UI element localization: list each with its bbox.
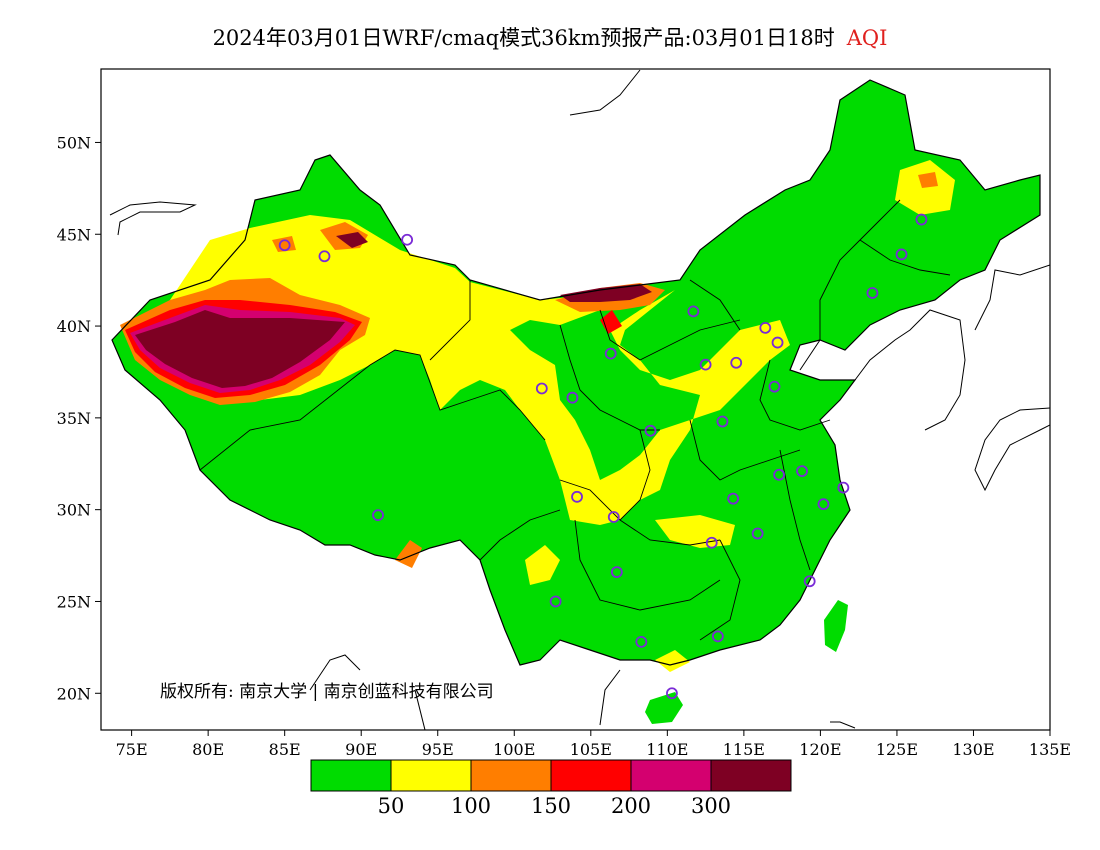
station-marker [796, 465, 808, 478]
y-tick-label: 35N [57, 409, 91, 428]
x-tick-label: 130E [952, 740, 994, 759]
station-marker [773, 468, 785, 481]
x-tick-label: 100E [493, 740, 535, 759]
station-marker [607, 511, 620, 523]
y-axis: 50N 45N 40N 35N 30N 25N 20N [57, 133, 101, 703]
title-text: 2024年03月01日WRF/cmaq模式36km预报产品:03月01日18时 [212, 26, 835, 50]
station-marker [727, 492, 740, 505]
aqi-legend: 50 100 150 200 300 [310, 759, 792, 818]
aqi-hazardous-taklimakan [135, 310, 345, 388]
station-marker [817, 498, 830, 511]
station-marker [401, 233, 414, 246]
station-marker [711, 630, 724, 643]
station-marker [535, 382, 548, 395]
china-outline [111, 79, 1041, 666]
x-tick-label: 105E [570, 740, 612, 759]
hainan-island [645, 692, 683, 724]
x-tick-label: 75E [116, 740, 148, 759]
province-borders [199, 199, 951, 641]
aqi-hazardous-northwest-a [336, 232, 368, 248]
station-marker [318, 250, 331, 263]
station-marker [571, 490, 583, 503]
aqi-unhealthy-sensitive-northwest-b [272, 236, 296, 252]
x-tick-label: 90E [345, 740, 377, 759]
legend-swatch [710, 759, 792, 792]
legend-label: 300 [691, 794, 731, 818]
map-title: 2024年03月01日WRF/cmaq模式36km预报产品:03月01日18时 A… [0, 22, 1100, 52]
title-variable: AQI [846, 26, 888, 50]
legend-label: 100 [451, 794, 491, 818]
station-marker [895, 248, 908, 261]
station-marker [610, 566, 623, 578]
taiwan-island [824, 600, 848, 652]
station-marker [803, 575, 816, 588]
plot-frame [100, 68, 1051, 731]
station-marker [635, 635, 648, 648]
station-marker [751, 527, 764, 540]
station-marker [687, 305, 700, 318]
y-tick-label: 40N [57, 317, 91, 336]
x-tick-label: 80E [192, 740, 224, 759]
x-tick-label: 135E [1029, 740, 1071, 759]
monitoring-stations [278, 213, 928, 700]
legend-swatch [630, 759, 712, 792]
station-marker [372, 509, 384, 522]
station-marker [705, 536, 718, 549]
station-marker [768, 380, 781, 393]
x-tick-label: 110E [646, 740, 688, 759]
aqi-hazardous-north [560, 284, 652, 302]
x-tick-label: 95E [422, 740, 454, 759]
station-marker [566, 391, 579, 404]
aqi-unhealthy-sensitive-tibet [395, 540, 422, 568]
y-tick-label: 50N [57, 133, 91, 152]
y-tick-label: 20N [57, 684, 91, 703]
x-tick-label: 85E [269, 740, 301, 759]
x-tick-label: 125E [876, 740, 918, 759]
copyright-text: 版权所有: 南京大学 | 南京创蓝科技有限公司 [160, 682, 494, 702]
station-marker [866, 287, 879, 299]
station-marker [915, 213, 928, 226]
x-tick-label: 120E [799, 740, 841, 759]
aqi-moderate-south [525, 545, 560, 585]
station-marker [730, 356, 743, 369]
legend-label: 200 [611, 794, 651, 818]
station-marker [644, 424, 657, 437]
station-marker [278, 239, 291, 252]
y-tick-label: 30N [57, 501, 91, 520]
legend-swatch [550, 759, 632, 792]
legend-label: 150 [531, 794, 571, 818]
station-marker [771, 336, 784, 349]
station-marker [604, 347, 617, 360]
y-tick-label: 25N [57, 592, 91, 611]
aqi-unhealthy-inner-mongolia [600, 310, 622, 334]
x-tick-label: 115E [723, 740, 765, 759]
station-marker [549, 595, 562, 608]
aqi-moderate-north [150, 215, 790, 525]
coastlines [109, 69, 1050, 730]
map-plot-area [109, 69, 1050, 730]
aqi-moderate-hainan-tip [655, 650, 690, 672]
station-marker [699, 358, 712, 371]
aqi-unhealthy-sensitive-northeast [918, 172, 938, 188]
station-marker [837, 481, 850, 494]
station-marker [759, 321, 772, 334]
station-marker [666, 687, 678, 700]
legend-label: 50 [378, 794, 405, 818]
x-axis: 75E 80E 85E 90E 95E 100E 105E 110E 115E 120E 125E 1… [116, 730, 1071, 759]
station-marker [716, 415, 729, 428]
legend-swatch [390, 759, 472, 792]
legend-swatch [470, 759, 552, 792]
y-tick-label: 45N [57, 225, 91, 244]
legend-swatch [310, 759, 392, 792]
